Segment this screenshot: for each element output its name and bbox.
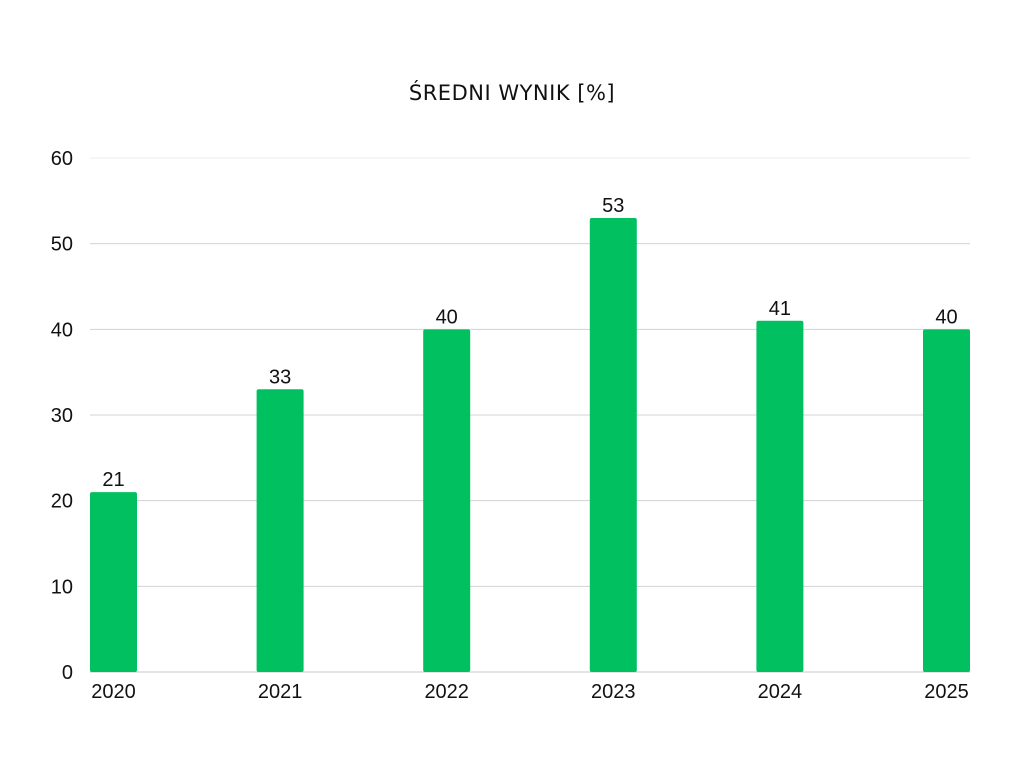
x-tick-label: 2022 (424, 681, 469, 703)
x-axis-ticks: 2020 2021 2022 2023 2024 2025 (91, 681, 969, 703)
bar-2023 (589, 217, 637, 672)
y-tick-label: 50 (51, 234, 73, 256)
bar-2021 (256, 389, 304, 672)
data-label-2022: 40 (436, 306, 458, 328)
y-tick-label: 0 (62, 662, 73, 684)
data-label-2024: 41 (769, 298, 791, 320)
y-axis-ticks: 0 10 20 30 40 50 60 (51, 148, 73, 684)
chart-title: ŚREDNI WYNIK [%] (409, 80, 615, 105)
y-tick-label: 30 (51, 405, 73, 427)
x-tick-label: 2023 (591, 681, 636, 703)
data-label-2021: 33 (269, 366, 291, 388)
y-tick-label: 60 (51, 148, 73, 170)
data-labels: 21 33 40 53 41 40 (102, 195, 957, 491)
y-tick-label: 20 (51, 491, 73, 513)
data-label-2025: 40 (935, 306, 957, 328)
gridlines (90, 157, 970, 673)
bar-2020 (90, 492, 137, 672)
data-label-2020: 21 (102, 469, 124, 491)
x-tick-label: 2025 (924, 681, 969, 703)
data-label-2023: 53 (602, 195, 624, 217)
bar-2024 (756, 320, 804, 672)
bar-2022 (423, 329, 471, 672)
bars (90, 217, 970, 672)
y-tick-label: 10 (51, 576, 73, 598)
bar-2025 (923, 329, 970, 672)
x-tick-label: 2020 (91, 681, 136, 703)
y-tick-label: 40 (51, 319, 73, 341)
x-tick-label: 2024 (758, 681, 803, 703)
x-tick-label: 2021 (258, 681, 303, 703)
